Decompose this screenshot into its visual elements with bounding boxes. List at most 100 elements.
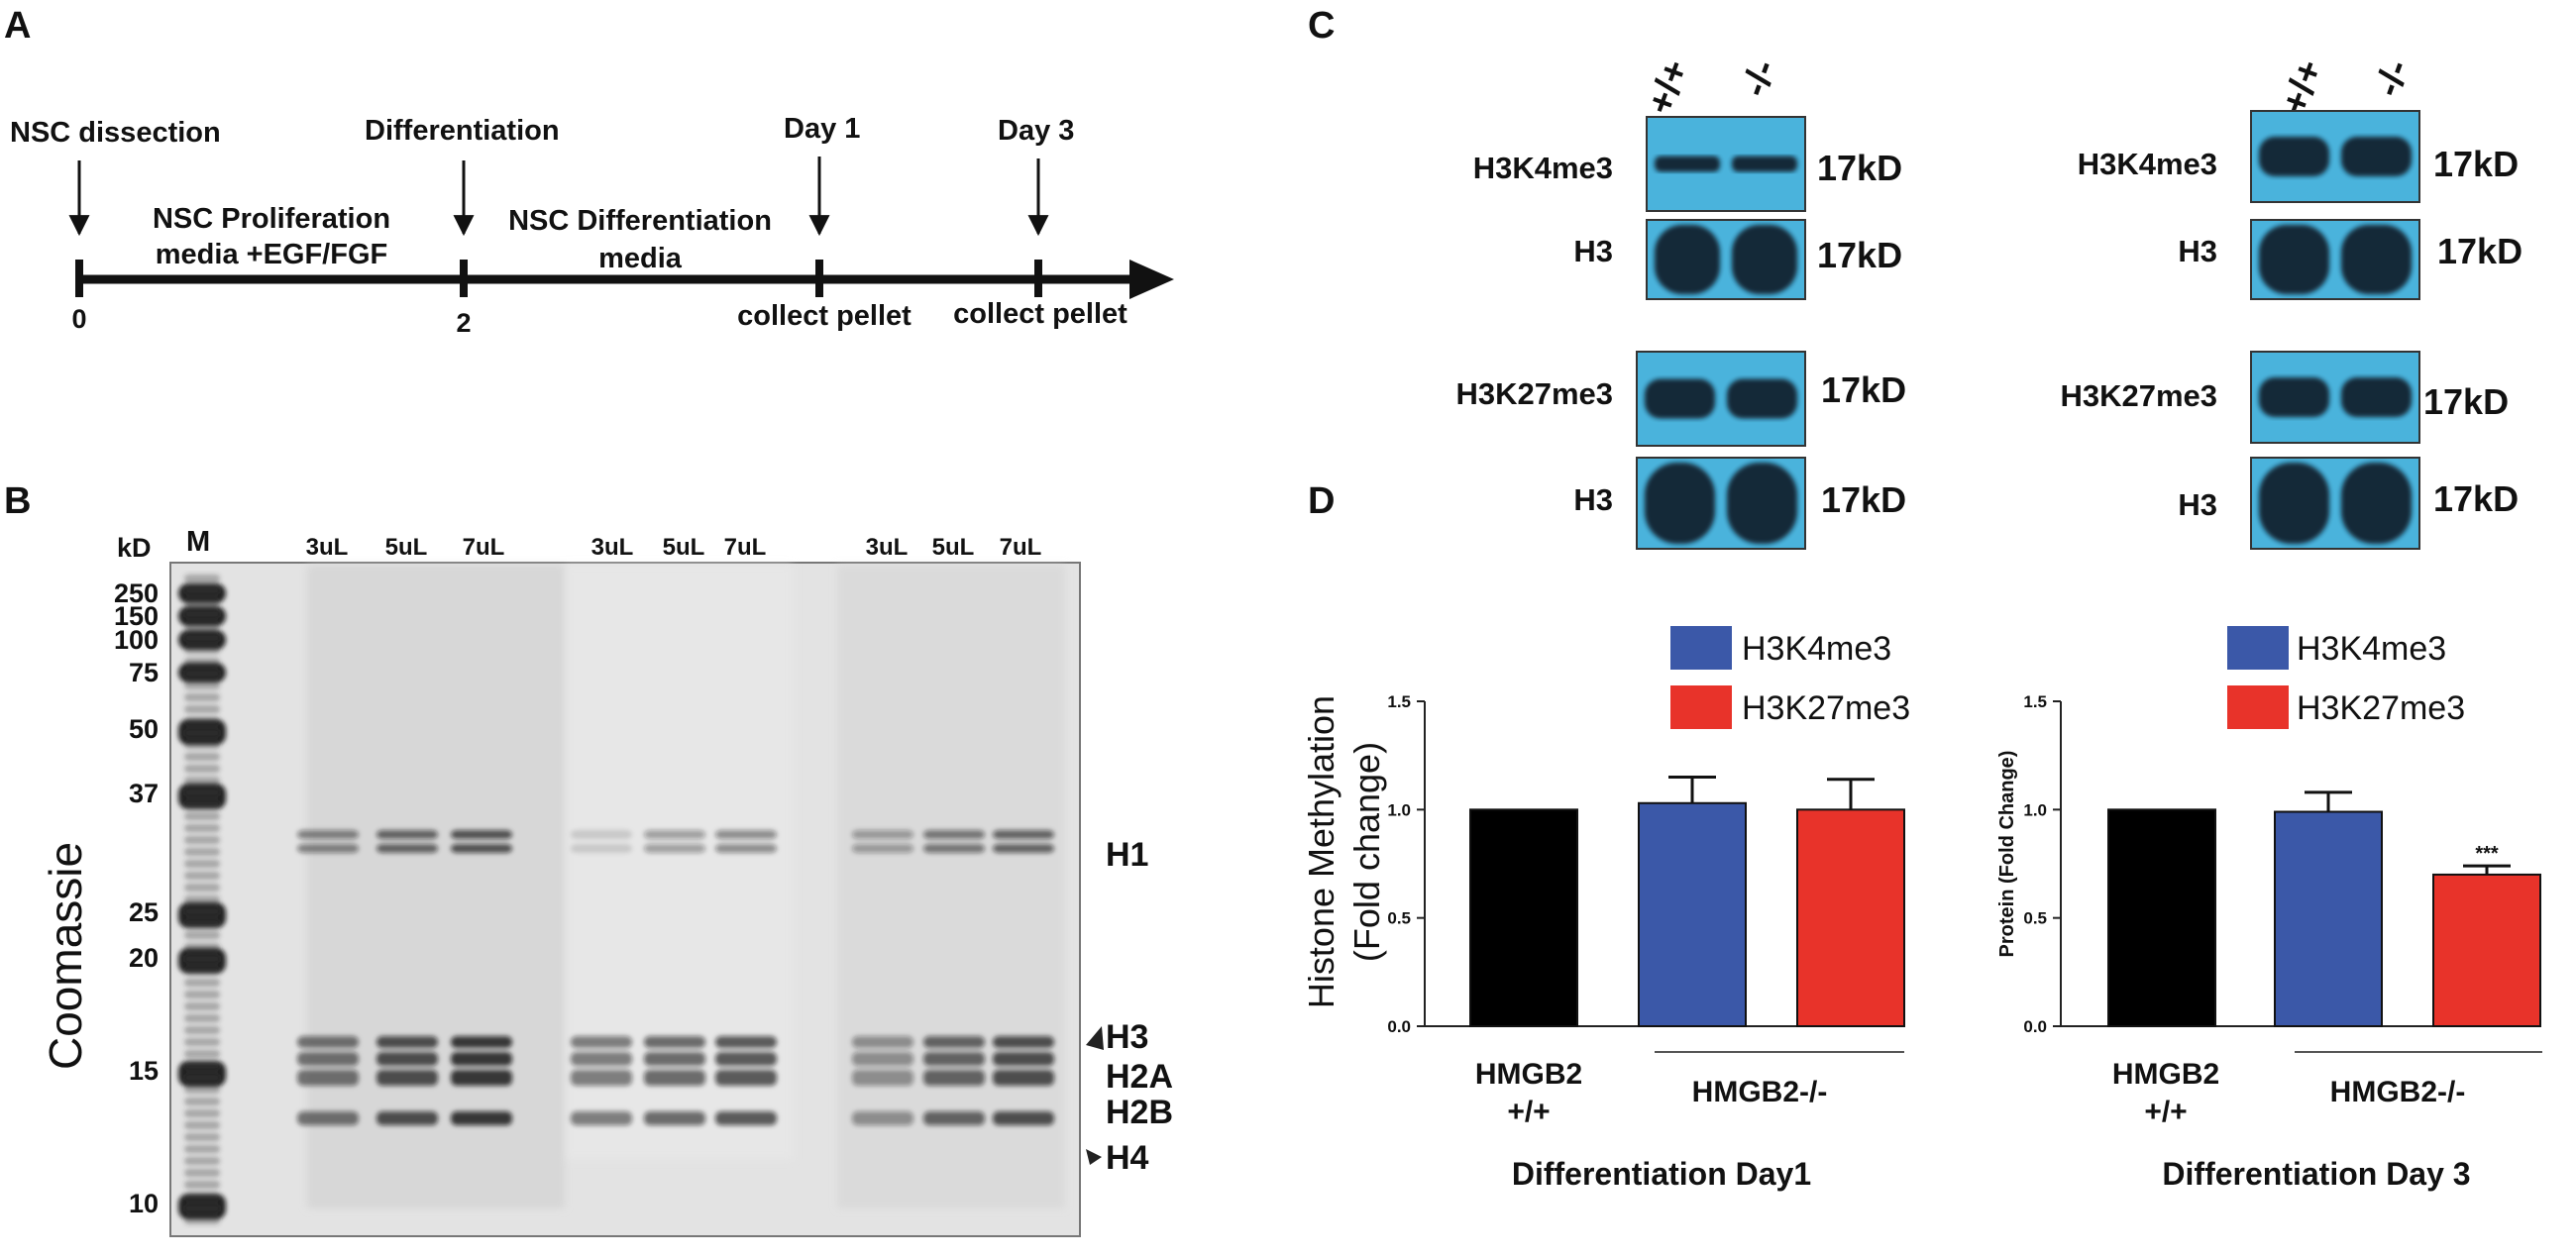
marker-smear <box>184 741 220 749</box>
marker-smear <box>184 943 220 951</box>
blot-band <box>1732 156 1797 172</box>
histone-label-h4: H4 <box>1106 1139 1149 1177</box>
blot-label-left-4: H3 <box>1573 482 1613 517</box>
collect-pellet-day1: collect pellet <box>737 300 912 332</box>
histone-band <box>715 844 777 853</box>
marker-label-37: 37 <box>129 779 159 808</box>
size-right-3: 17kD <box>2423 381 2509 422</box>
blot-band <box>1645 463 1715 544</box>
y-tick-label: 1.0 <box>2023 800 2047 819</box>
blot-band <box>2259 463 2329 544</box>
marker-smear <box>184 729 220 737</box>
chart1-legend-2: H3K27me3 <box>1742 689 1910 727</box>
histone-band <box>993 1052 1054 1066</box>
histone-band <box>993 1111 1054 1125</box>
bar-2 <box>2274 810 2383 1028</box>
histone-band <box>923 830 985 839</box>
timeline-event-day1: Day 1 <box>784 113 860 145</box>
histone-label-h1: H1 <box>1106 836 1148 874</box>
marker-smear <box>184 1193 220 1201</box>
gel-bands <box>297 830 1054 1125</box>
histone-band <box>644 830 705 839</box>
marker-smear <box>184 1205 220 1212</box>
blot-label-right-1: H3K4me3 <box>2078 147 2217 181</box>
proliferation-label-2: media +EGF/FGF <box>156 239 387 270</box>
marker-smear <box>184 682 220 689</box>
histone-band <box>451 1111 512 1125</box>
blot-band <box>2259 377 2329 417</box>
panel-d: D Histone Methylation (Fold change) 0.00… <box>1301 480 2542 1192</box>
blot-label-left-2: H3 <box>1573 234 1613 268</box>
panel-a: A NSC dissection Differentiation Day 1 D… <box>4 5 1174 338</box>
chart2-xlabel: Differentiation Day 3 <box>2162 1156 2470 1192</box>
blot-label-left-3: H3K27me3 <box>1455 376 1613 411</box>
histone-label-h2a: H2A <box>1106 1058 1173 1096</box>
marker-label-50: 50 <box>129 714 159 744</box>
chart-day3: Protein (Fold Change) 0.0 0.5 1.0 1.5 *** H… <box>1996 626 2542 1192</box>
marker-smear <box>184 646 220 654</box>
blot-label-right-2: H3 <box>2178 234 2217 268</box>
marker-smear <box>184 884 220 892</box>
histone-band <box>571 1036 632 1048</box>
blot-band <box>1655 225 1720 294</box>
histone-band <box>923 1052 985 1066</box>
arrowhead-h3 <box>1086 1026 1104 1050</box>
chart1-legend-swatch-2 <box>1670 685 1732 729</box>
marker-smear <box>184 670 220 678</box>
timeline-event-differentiation: Differentiation <box>365 115 560 147</box>
marker-smear <box>184 812 220 820</box>
timeline-event-day3: Day 3 <box>998 115 1074 147</box>
marker-smear <box>184 1086 220 1094</box>
marker-smear <box>184 836 220 844</box>
marker-smear <box>184 586 220 594</box>
blot-band <box>1645 378 1715 419</box>
blot-band <box>2341 225 2412 294</box>
chart-day1: Histone Methylation (Fold change) 0.0 0.5… <box>1301 626 1910 1192</box>
blot-band <box>2341 137 2412 176</box>
histone-band <box>297 844 359 853</box>
chart2-legend-1: H3K4me3 <box>2297 630 2446 668</box>
histone-band <box>715 830 777 839</box>
differentiation-media-label-1: NSC Differentiation <box>508 205 772 237</box>
histone-band <box>852 1111 913 1125</box>
chart2-group-wt-1: HMGB2 <box>2112 1058 2219 1091</box>
y-tick-label: 0.5 <box>2023 909 2047 928</box>
arrowhead-h4 <box>1086 1149 1102 1165</box>
blot-band <box>1727 378 1797 419</box>
marker-smear <box>184 955 220 963</box>
histone-band <box>993 1036 1054 1048</box>
marker-smear <box>184 1121 220 1129</box>
histone-band <box>923 844 985 853</box>
marker-label-250: 250 <box>114 578 159 608</box>
lane-label-2: 5uL <box>385 534 428 561</box>
chart1-bars <box>1469 776 1905 1027</box>
marker-smear <box>184 1169 220 1177</box>
blot-band <box>1655 156 1720 172</box>
histone-band <box>852 830 913 839</box>
chart1-legend-swatch-1 <box>1670 626 1732 670</box>
size-left-3: 17kD <box>1821 369 1906 410</box>
marker-smear <box>184 1133 220 1141</box>
chart1-group-wt-2: +/+ <box>1507 1096 1550 1128</box>
blot-band <box>2259 137 2329 176</box>
histone-band <box>715 1111 777 1125</box>
marker-smear <box>184 1050 220 1058</box>
histone-band <box>715 1036 777 1048</box>
panel-label-a: A <box>4 5 31 47</box>
marker-smear <box>184 1109 220 1117</box>
marker-smear <box>184 1002 220 1010</box>
chart1-group-ko: HMGB2-/- <box>1692 1076 1828 1108</box>
marker-smear <box>184 1062 220 1070</box>
marker-smear <box>184 1145 220 1153</box>
panel-label-d: D <box>1308 480 1335 522</box>
marker-smear <box>184 777 220 785</box>
chart2-ylabel: Protein (Fold Change) <box>1996 751 2018 958</box>
marker-smear <box>184 1181 220 1189</box>
histone-band <box>852 844 913 853</box>
histone-band <box>297 1070 359 1086</box>
panel-c: C +/+ -/- +/+ -/- H3K4me3 17kD H3 17kD H… <box>1308 5 2522 550</box>
marker-smear <box>184 895 220 903</box>
histone-label-h2b: H2B <box>1106 1094 1173 1131</box>
histone-band <box>571 1111 632 1125</box>
